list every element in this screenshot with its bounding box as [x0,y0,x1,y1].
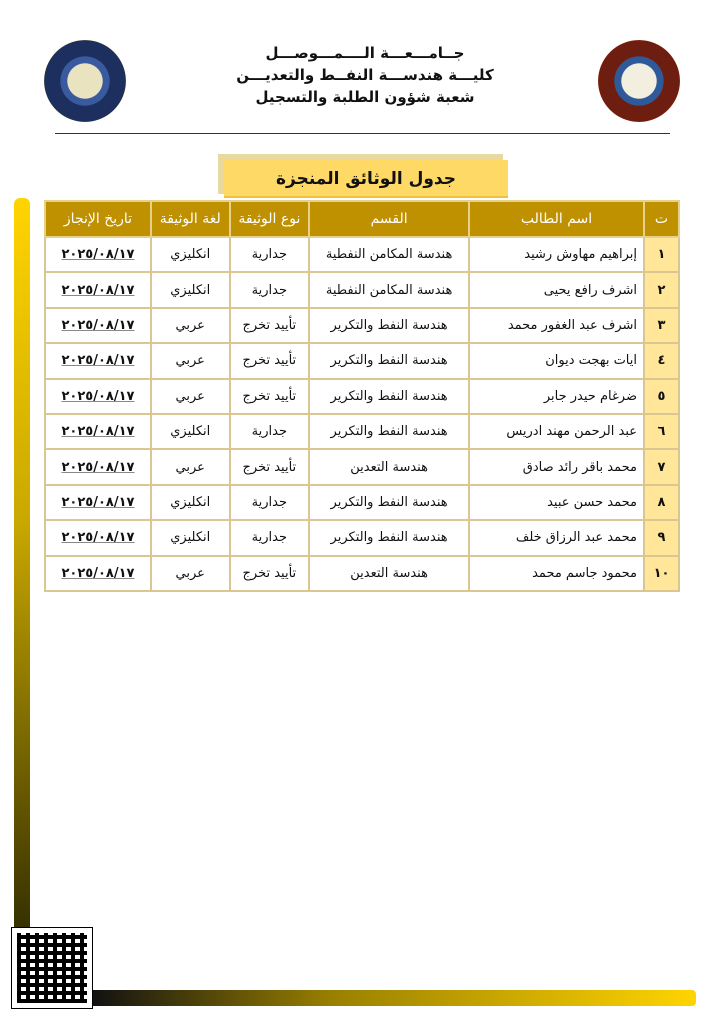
table-row: ٥ ضرغام حيدر جابر هندسة النفط والتكرير تأيي… [44,377,680,415]
student-name: محمد حسن عبيد [468,483,645,522]
document-type: تأييد تخرج [228,306,311,345]
department: هندسة النفط والتكرير [308,377,470,415]
completion-date: ٢٠٢٥/٠٨/١٧ [44,271,152,309]
column-header: نوع الوثيقة [228,200,311,238]
row-number: ٤ [643,342,680,380]
column-header: القسم [308,200,470,238]
column-header: تاريخ الإنجاز [44,200,152,238]
row-number: ١٠ [643,554,680,592]
student-name: اشرف عبد الغفور محمد [468,306,645,345]
table-row: ٣ اشرف عبد الغفور محمد هندسة النفط والتكري… [44,306,680,345]
letterhead: جــامـــعـــة الــــمـــوصـــل كليـــة ه… [200,42,530,108]
document-language: انكليزي [150,235,231,274]
department: هندسة النفط والتكرير [308,306,470,345]
completion-date: ٢٠٢٥/٠٨/١٧ [44,412,152,451]
document-language: عربي [150,448,231,486]
completion-date: ٢٠٢٥/٠٨/١٧ [44,483,152,522]
document-type: جدارية [228,271,311,309]
department: هندسة المكامن النفطية [308,271,470,309]
college-logo [44,40,126,122]
table-row: ١٠ محمود جاسم محمد هندسة التعدين تأييد تخرج… [44,554,680,592]
university-name: جــامـــعـــة الــــمـــوصـــل [265,44,465,62]
department: هندسة التعدين [308,448,470,486]
document-type: تأييد تخرج [228,342,311,380]
decorative-side-bar [14,198,30,1006]
document-language: انكليزي [150,483,231,522]
row-number: ٧ [643,448,680,486]
department: هندسة النفط والتكرير [308,519,470,557]
university-logo [598,40,680,122]
table-row: ٧ محمد باقر رائد صادق هندسة التعدين تأييد ت… [44,448,680,486]
department: هندسة المكامن النفطية [308,235,470,274]
completion-date: ٢٠٢٥/٠٨/١٧ [44,306,152,345]
document-type: تأييد تخرج [228,448,311,486]
row-number: ١ [643,235,680,274]
department: هندسة التعدين [308,554,470,592]
table-row: ٤ ايات بهجت ديوان هندسة النفط والتكرير تأيي… [44,342,680,380]
row-number: ٣ [643,306,680,345]
row-number: ٦ [643,412,680,451]
document-language: عربي [150,377,231,415]
row-number: ٨ [643,483,680,522]
document-language: انكليزي [150,519,231,557]
row-number: ٥ [643,377,680,415]
student-name: محمد باقر رائد صادق [468,448,645,486]
row-number: ٩ [643,519,680,557]
column-header: اسم الطالب [468,200,645,238]
table-row: ٢ اشرف رافع يحيى هندسة المكامن النفطية جدار… [44,271,680,309]
department: هندسة النفط والتكرير [308,412,470,451]
completion-date: ٢٠٢٥/٠٨/١٧ [44,554,152,592]
document-language: عربي [150,306,231,345]
student-name: محمد عبد الرزاق خلف [468,519,645,557]
row-number: ٢ [643,271,680,309]
student-name: اشرف رافع يحيى [468,271,645,309]
completion-date: ٢٠٢٥/٠٨/١٧ [44,448,152,486]
page-title: جدول الوثائق المنجزة [224,160,508,198]
student-name: عبد الرحمن مهند ادريس [468,412,645,451]
table-row: ٦ عبد الرحمن مهند ادريس هندسة النفط والتكر… [44,412,680,451]
document-type: تأييد تخرج [228,554,311,592]
document-type: جدارية [228,519,311,557]
column-header: لغة الوثيقة [150,200,231,238]
header-divider [55,133,670,134]
document-type: جدارية [228,235,311,274]
table-row: ٩ محمد عبد الرزاق خلف هندسة النفط والتكرير… [44,519,680,557]
document-type: تأييد تخرج [228,377,311,415]
decorative-bottom-bar [92,990,696,1006]
student-name: إبراهيم مهاوش رشيد [468,235,645,274]
document-language: عربي [150,554,231,592]
department-name: شعبة شؤون الطلبة والتسجيل [255,88,475,106]
table-row: ٨ محمد حسن عبيد هندسة النفط والتكرير جدارية… [44,483,680,522]
completion-date: ٢٠٢٥/٠٨/١٧ [44,235,152,274]
student-name: ايات بهجت ديوان [468,342,645,380]
completion-date: ٢٠٢٥/٠٨/١٧ [44,519,152,557]
completion-date: ٢٠٢٥/٠٨/١٧ [44,377,152,415]
qr-code [11,927,93,1009]
department: هندسة النفط والتكرير [308,483,470,522]
department: هندسة النفط والتكرير [308,342,470,380]
document-language: عربي [150,342,231,380]
completion-date: ٢٠٢٥/٠٨/١٧ [44,342,152,380]
document-type: جدارية [228,483,311,522]
document-language: انكليزي [150,271,231,309]
document-type: جدارية [228,412,311,451]
student-name: محمود جاسم محمد [468,554,645,592]
college-name: كليـــة هندســـة النفــط والتعديـــن [236,66,494,84]
table-row: ١ إبراهيم مهاوش رشيد هندسة المكامن النفطية… [44,235,680,274]
student-name: ضرغام حيدر جابر [468,377,645,415]
document-language: انكليزي [150,412,231,451]
column-header: ت [643,200,680,238]
documents-table: ت اسم الطالب القسم نوع الوثيقة لغة الوثيقة تا… [44,200,680,592]
